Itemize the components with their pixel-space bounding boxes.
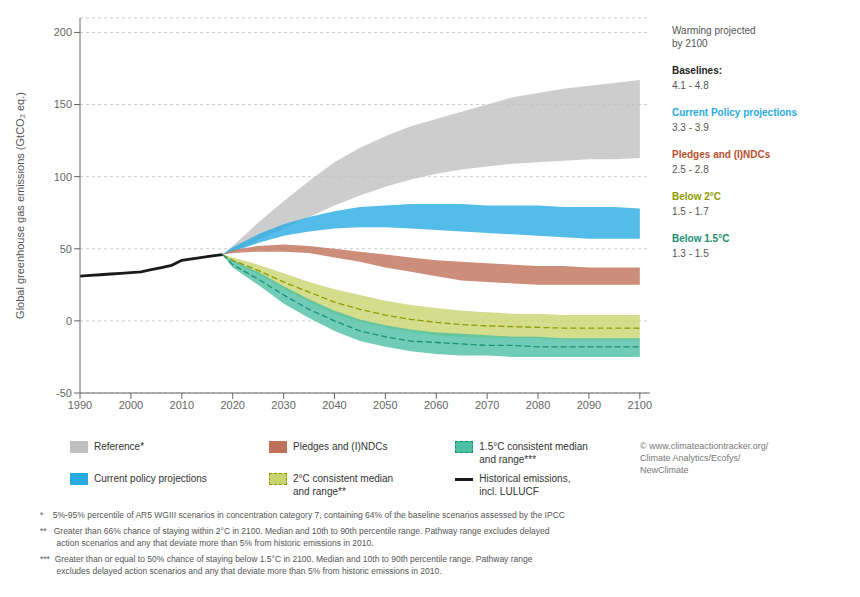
svg-text:200: 200 bbox=[54, 26, 72, 38]
html-text:2.5 - 2.8: 2.5 - 2.8 bbox=[672, 164, 709, 175]
html-text:1.5 - 1.7: 1.5 - 1.7 bbox=[672, 206, 709, 217]
html-text:1.5°C consistent median and ra: 1.5°C consistent median and range*** bbox=[479, 441, 588, 465]
html-text:1.3 - 1.5: 1.3 - 1.5 bbox=[672, 248, 709, 259]
html-text:Warming projected by 2100: Warming projected by 2100 bbox=[672, 25, 756, 49]
svg-text:-50: -50 bbox=[56, 387, 72, 399]
svg-text:100: 100 bbox=[54, 171, 72, 183]
svg-text:150: 150 bbox=[54, 98, 72, 110]
svg-text:2050: 2050 bbox=[373, 399, 397, 411]
svg-text:50: 50 bbox=[60, 243, 72, 255]
svg-text:2090: 2090 bbox=[577, 399, 601, 411]
html-text:2°C consistent median and rang: 2°C consistent median and range** bbox=[293, 473, 394, 497]
html-text:Current policy projections: Current policy projections bbox=[94, 473, 207, 484]
html-text:Pledges and (I)NDCs: Pledges and (I)NDCs bbox=[293, 441, 388, 452]
svg-text:2000: 2000 bbox=[119, 399, 143, 411]
html-text:Historical emissions, incl. LU: Historical emissions, incl. LULUCF bbox=[479, 473, 571, 497]
svg-text:2080: 2080 bbox=[526, 399, 550, 411]
html-text:4.1 - 4.8: 4.1 - 4.8 bbox=[672, 80, 709, 91]
svg-text:2060: 2060 bbox=[424, 399, 448, 411]
html-text:Below 1.5°C: Below 1.5°C bbox=[672, 233, 730, 244]
html-text:© www.climateactiontracker.org: © www.climateactiontracker.org/ Climate … bbox=[640, 441, 769, 476]
svg-text:2040: 2040 bbox=[322, 399, 346, 411]
html-text:** Greater than 66% chance of: ** Greater than 66% chance of staying wi… bbox=[40, 526, 550, 548]
svg-text:2020: 2020 bbox=[220, 399, 244, 411]
svg-text:Global greenhouse gas emission: Global greenhouse gas emissions (GtCO₂ e… bbox=[14, 92, 26, 319]
svg-text:2100: 2100 bbox=[628, 399, 652, 411]
html-text:3.3 - 3.9: 3.3 - 3.9 bbox=[672, 122, 709, 133]
svg-text:0: 0 bbox=[66, 315, 72, 327]
svg-text:2010: 2010 bbox=[170, 399, 194, 411]
html-text:Pledges and (I)NDCs: Pledges and (I)NDCs bbox=[672, 149, 771, 160]
html-text:Reference*: Reference* bbox=[94, 441, 144, 452]
svg-text:2070: 2070 bbox=[475, 399, 499, 411]
html-text:*** Greater than or equal to 5: *** Greater than or equal to 50% chance … bbox=[40, 554, 533, 576]
svg-text:1990: 1990 bbox=[68, 399, 92, 411]
html-text:Baselines:: Baselines: bbox=[672, 65, 722, 76]
html-text:Below 2°C: Below 2°C bbox=[672, 191, 721, 202]
html-text:* 5%-95% percentile of AR5 WGI: * 5%-95% percentile of AR5 WGIII scenari… bbox=[40, 510, 565, 520]
html-text:Current Policy projections: Current Policy projections bbox=[672, 107, 797, 118]
svg-text:2030: 2030 bbox=[271, 399, 295, 411]
